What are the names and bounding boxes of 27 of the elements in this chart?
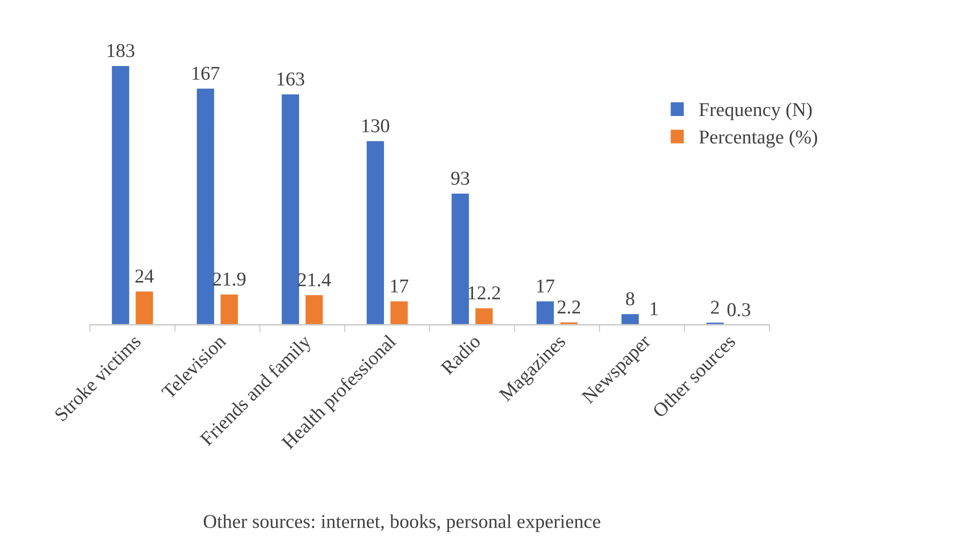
data-label: 130: [362, 119, 390, 132]
legend-label: Frequency (N): [699, 102, 812, 120]
bar: [365, 140, 386, 325]
data-label: 0.3: [727, 303, 750, 316]
data-label: 163: [278, 72, 304, 86]
data-label: 93: [451, 172, 470, 185]
data-label: 24: [135, 270, 154, 282]
data-label: 1: [650, 302, 658, 316]
bar: [450, 192, 470, 325]
bar: [219, 293, 240, 325]
data-label: 8: [626, 292, 634, 306]
bar: [110, 64, 131, 325]
legend-label: Percentage (%): [699, 130, 818, 148]
bar: [134, 290, 154, 325]
data-label: 183: [108, 44, 134, 58]
bar: [558, 321, 580, 325]
data-label: 17: [391, 280, 408, 292]
bar: [474, 306, 494, 325]
data-label: 167: [192, 66, 220, 80]
data-label: 2: [711, 300, 719, 314]
text: Other sources: internet, books, personal experience: [204, 514, 600, 532]
bar: [304, 294, 324, 325]
bar: [620, 312, 640, 325]
bar: [389, 300, 410, 325]
bar: [535, 300, 556, 325]
data-label: 17: [537, 280, 554, 292]
data-label: 2.2: [558, 300, 580, 314]
